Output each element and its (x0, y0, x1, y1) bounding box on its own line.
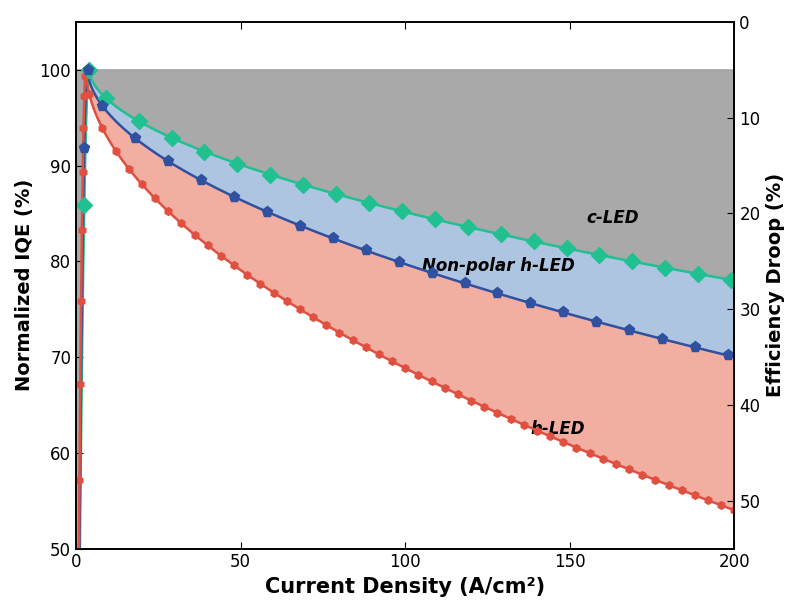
Text: c-LED: c-LED (586, 209, 639, 227)
Y-axis label: Normalized IQE (%): Normalized IQE (%) (15, 179, 34, 392)
Y-axis label: Efficiency Droop (%): Efficiency Droop (%) (766, 173, 785, 397)
X-axis label: Current Density (A/cm²): Current Density (A/cm²) (265, 577, 546, 597)
Text: h-LED: h-LED (530, 420, 585, 438)
Text: Non-polar h-LED: Non-polar h-LED (422, 257, 574, 275)
